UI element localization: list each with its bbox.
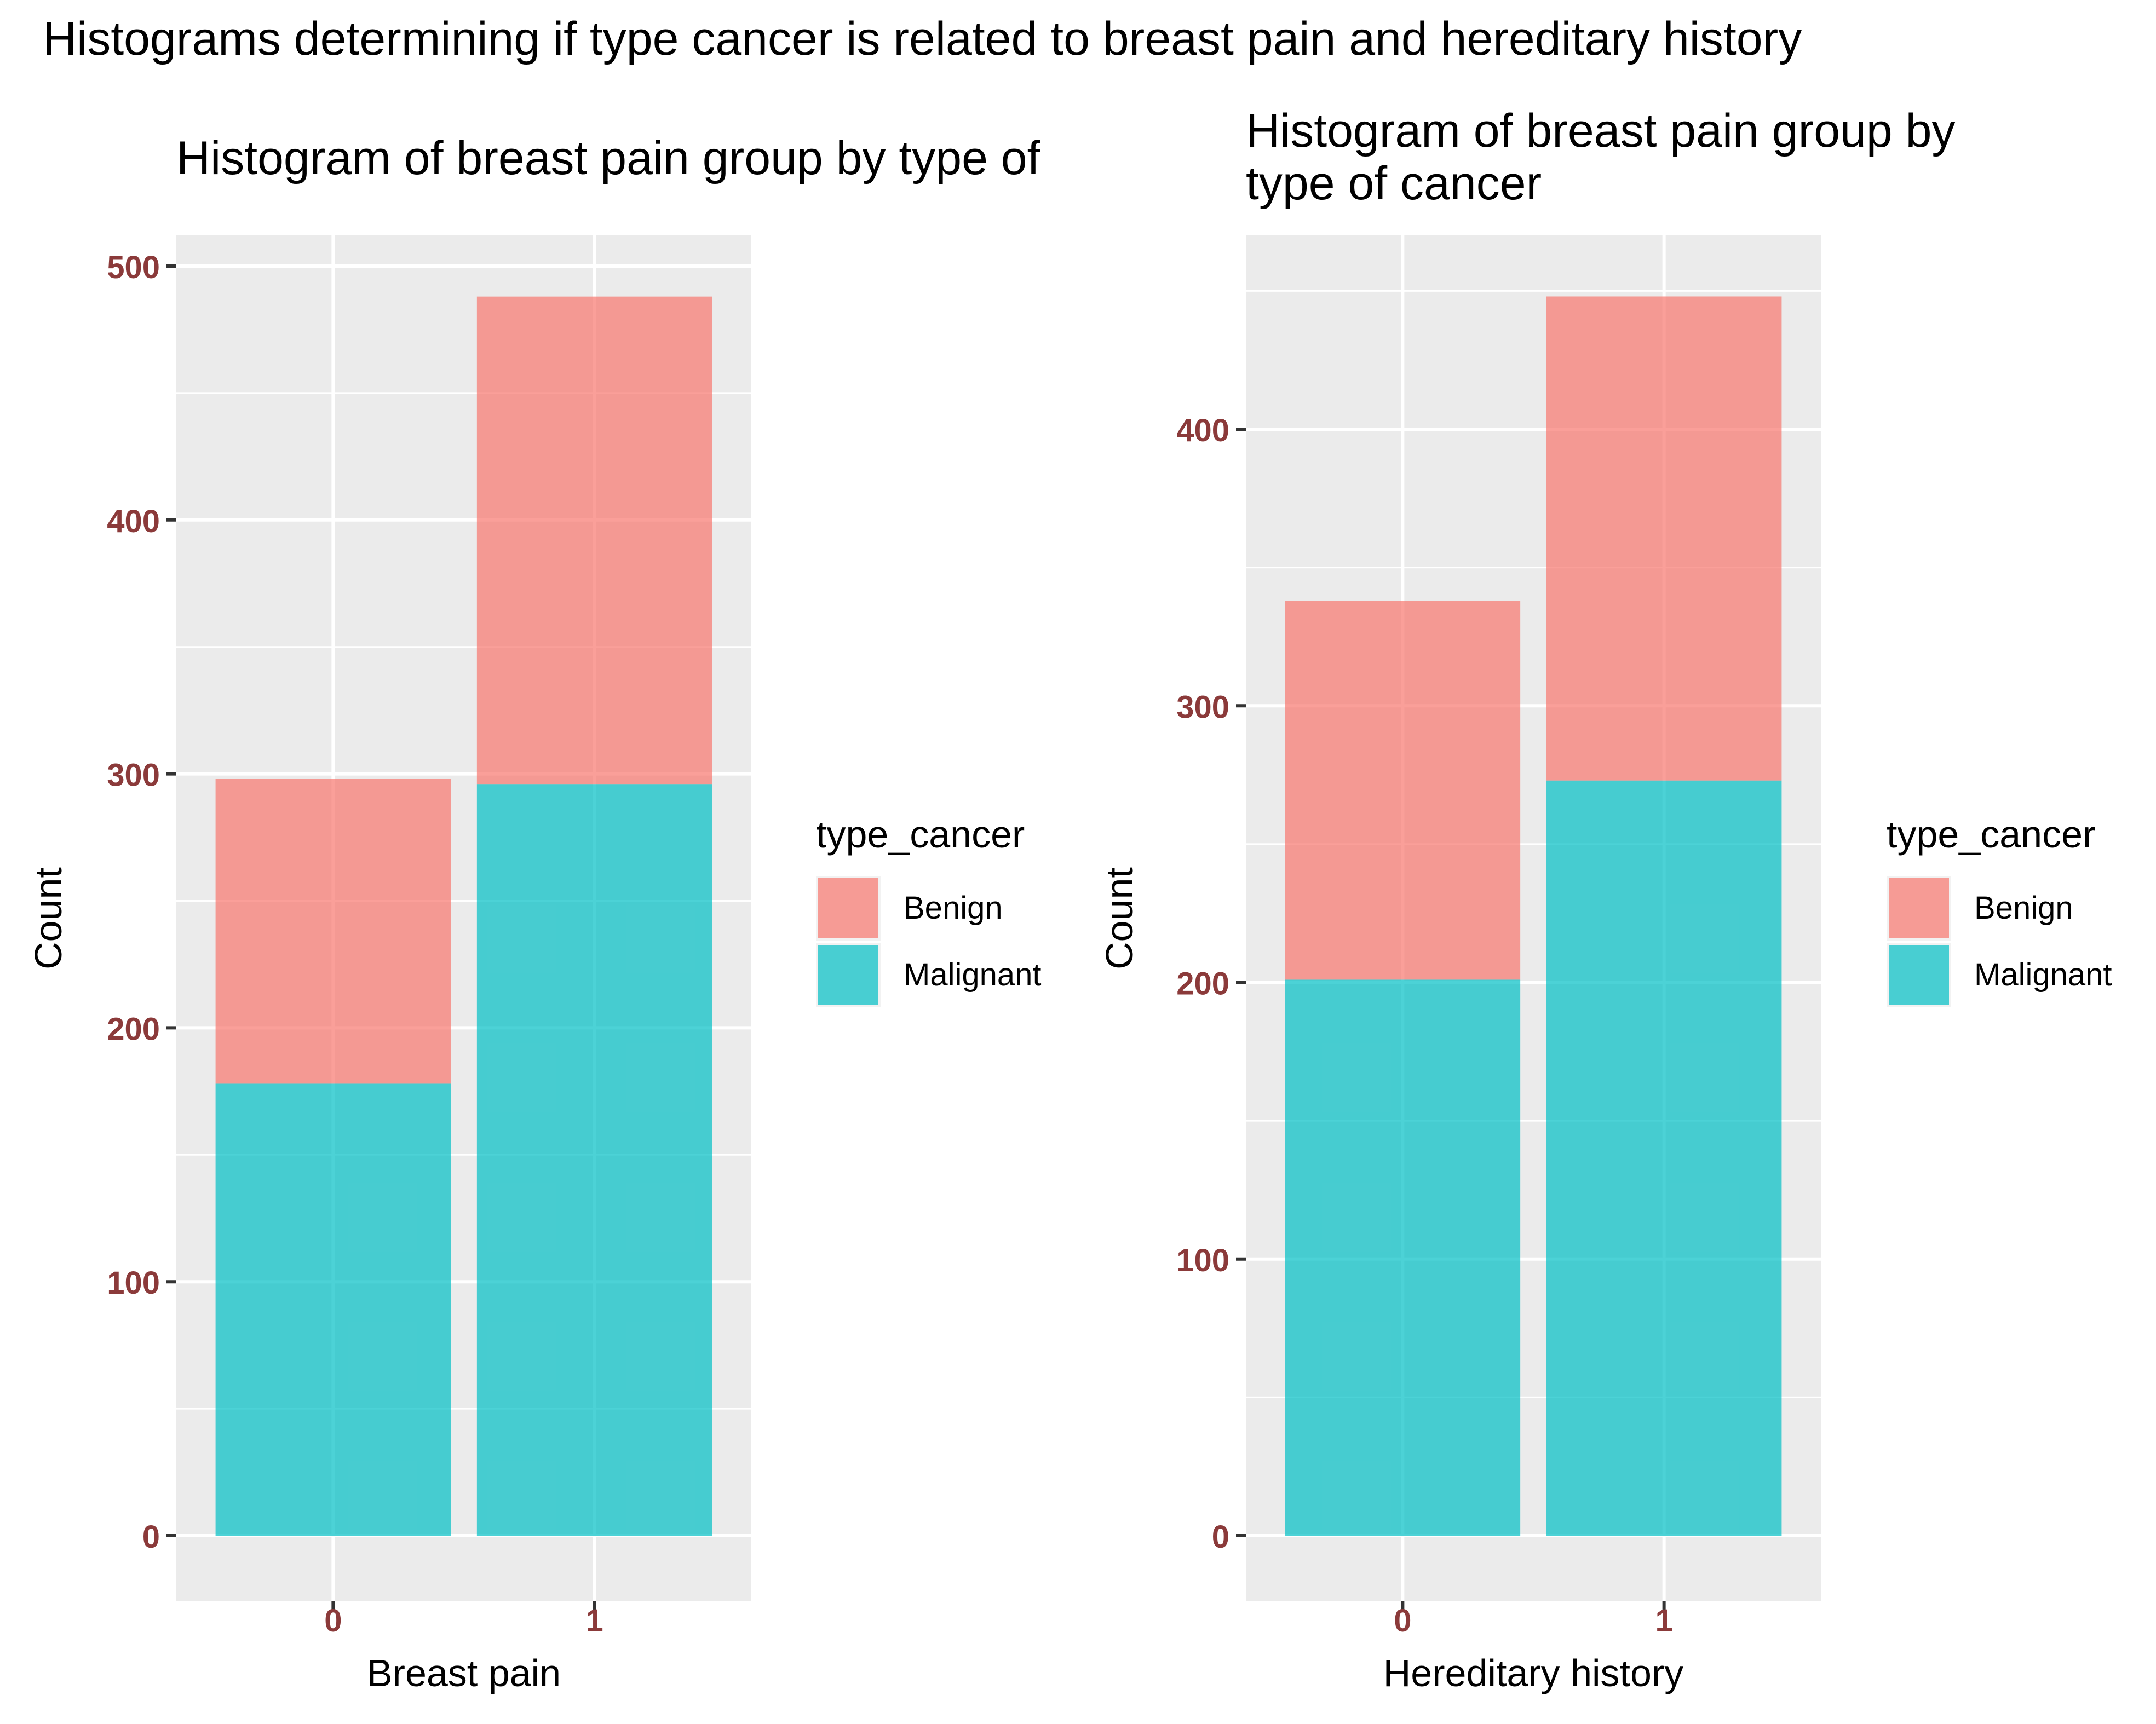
x-tick-label: 0 [1394,1603,1411,1639]
y-tick-label: 400 [1176,413,1229,448]
y-tick-label: 300 [1176,689,1229,725]
legend-key-benign [818,878,878,938]
legend: type_cancer Benign Malignant [816,813,1041,1007]
y-tick-label: 100 [1176,1243,1229,1278]
y-axis-label: Count [27,867,70,970]
legend: type_cancer Benign Malignant [1887,813,2112,1007]
subplot-title-line: type of cancer [1246,157,1542,210]
bar-malignant-0 [1285,979,1521,1536]
bar-benign-0 [1285,601,1521,980]
x-tick-label: 1 [586,1603,603,1639]
legend-label-malignant: Malignant [1974,957,2112,993]
x-tick-label: 1 [1655,1603,1673,1639]
legend-key-malignant [818,945,878,1005]
bar-malignant-1 [476,784,712,1536]
y-tick-label: 300 [107,758,160,793]
chart-panel-2: Histogram of breast pain group by type o… [1098,105,2112,1694]
y-axis-label: Count [1098,867,1141,970]
y-tick-label: 200 [1176,966,1229,1002]
y-tick-label: 200 [107,1011,160,1047]
legend-title: type_cancer [1887,813,2095,856]
y-tick-label: 0 [142,1519,160,1555]
legend-label-benign: Benign [904,890,1003,926]
legend-title: type_cancer [816,813,1025,856]
y-tick-label: 500 [107,250,160,285]
legend-label-benign: Benign [1974,890,2073,926]
subplot-title: Histogram of breast pain group by type o… [176,132,1041,184]
bar-benign-0 [215,779,451,1084]
legend-key-malignant [1889,945,1949,1005]
bar-benign-1 [476,296,712,785]
chart-panel-1: Histogram of breast pain group by type o… [27,132,1041,1694]
bar-malignant-1 [1546,780,1782,1536]
x-axis-label: Breast pain [367,1652,561,1694]
y-tick-label: 400 [107,504,160,539]
bar-malignant-0 [215,1083,451,1536]
x-axis-label: Hereditary history [1383,1652,1684,1694]
legend-label-malignant: Malignant [904,957,1041,993]
x-tick-label: 0 [324,1603,342,1639]
figure-title: Histograms determining if type cancer is… [43,13,1802,65]
y-tick-label: 100 [107,1265,160,1301]
legend-key-benign [1889,878,1949,938]
bar-benign-1 [1546,296,1782,781]
y-tick-label: 0 [1212,1519,1229,1555]
subplot-title-line: Histogram of breast pain group by [1246,105,1955,157]
